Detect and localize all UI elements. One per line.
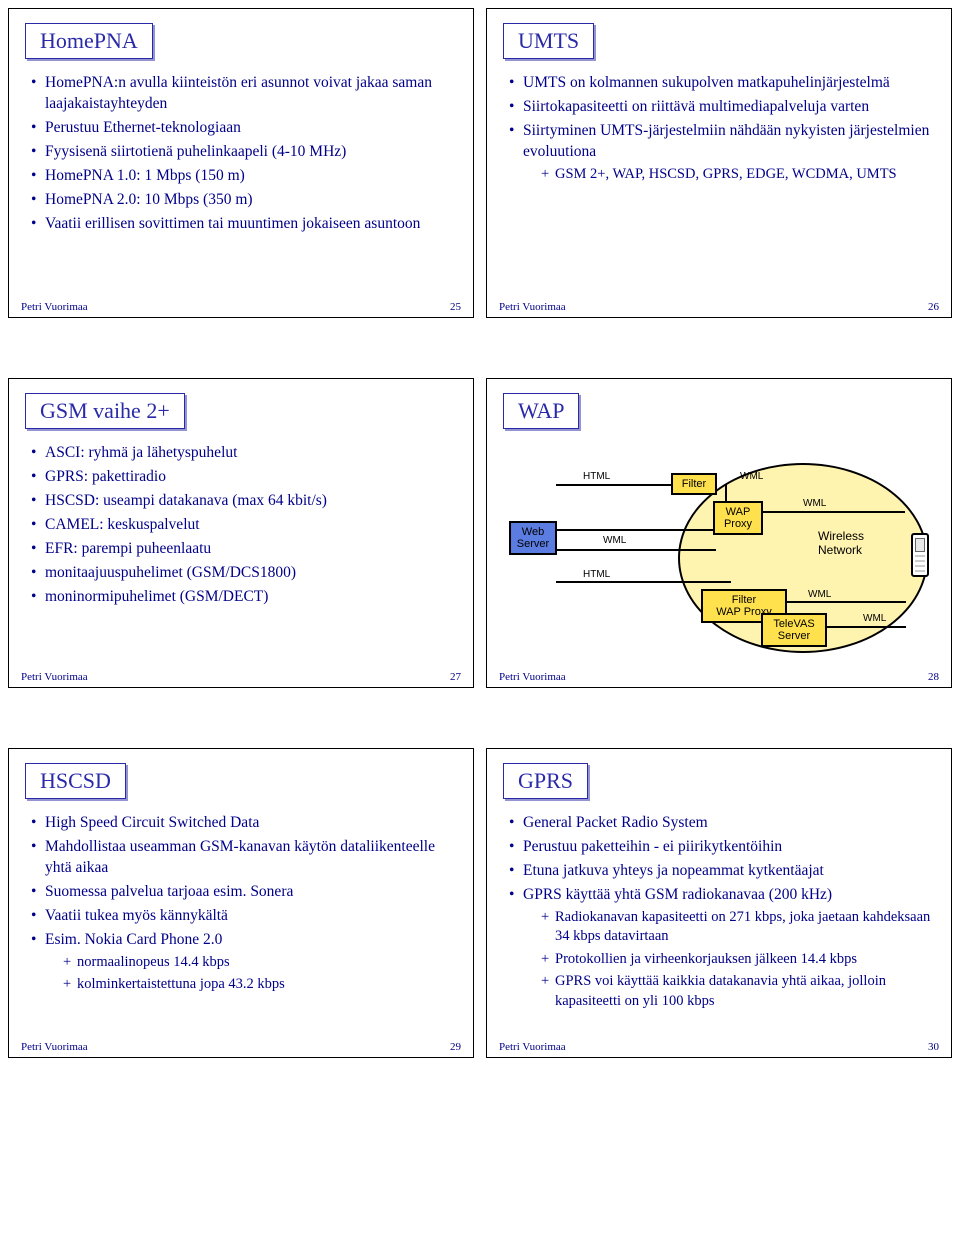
bullet-list: General Packet Radio System Perustuu pak…	[503, 813, 935, 1012]
footer-author: Petri Vuorimaa	[499, 671, 566, 683]
wap-diagram: WirelessNetwork WebServer Filter WAPProx…	[503, 451, 933, 661]
bullet-item: HomePNA 2.0: 10 Mbps (350 m)	[31, 190, 457, 211]
footer-page: 27	[450, 671, 461, 683]
slide-footer: Petri Vuorimaa 28	[499, 671, 939, 683]
wireless-network-label: WirelessNetwork	[818, 529, 864, 557]
bullet-text: Siirtyminen UMTS-järjestelmiin nähdään n…	[523, 122, 929, 160]
slide-gsm2plus: GSM vaihe 2+ ASCI: ryhmä ja lähetyspuhel…	[8, 378, 474, 688]
line	[760, 511, 905, 513]
bullet-item: HomePNA:n avulla kiinteistön eri asunnot…	[31, 73, 457, 115]
bullet-text: GPRS käyttää yhtä GSM radiokanavaa (200 …	[523, 886, 832, 903]
footer-author: Petri Vuorimaa	[499, 301, 566, 313]
sub-item: GPRS voi käyttää kaikkia datakanavia yht…	[541, 972, 935, 1011]
wap-proxy-box: WAPProxy	[713, 501, 763, 535]
wml-label: WML	[603, 535, 626, 546]
filter-box: Filter	[671, 473, 717, 495]
slide-title: GPRS	[503, 763, 588, 799]
slide-title: UMTS	[503, 23, 594, 59]
slide-title: HSCSD	[25, 763, 126, 799]
sub-list: normaalinopeus 14.4 kbps kolminkertaiste…	[45, 953, 457, 995]
footer-author: Petri Vuorimaa	[21, 1041, 88, 1053]
sub-item: Protokollien ja virheenkorjauksen jälkee…	[541, 950, 935, 970]
bullet-item: monitaajuuspuhelimet (GSM/DCS1800)	[31, 563, 457, 584]
phone-icon	[911, 533, 929, 577]
footer-author: Petri Vuorimaa	[499, 1041, 566, 1053]
bullet-item: GPRS: pakettiradio	[31, 467, 457, 488]
bullet-item: Siirtokapasiteetti on riittävä multimedi…	[509, 97, 935, 118]
slide-wap: WAP WirelessNetwork WebServer Filter WAP…	[486, 378, 952, 688]
bullet-item: Mahdollistaa useamman GSM-kanavan käytön…	[31, 837, 457, 879]
televas-box: TeleVASServer	[761, 613, 827, 647]
slide-hscsd: HSCSD High Speed Circuit Switched Data M…	[8, 748, 474, 1058]
sub-item: kolminkertaistettuna jopa 43.2 kbps	[63, 975, 457, 995]
bullet-item: Etuna jatkuva yhteys ja nopeammat kytken…	[509, 861, 935, 882]
html-label: HTML	[583, 569, 610, 580]
bullet-item: Fyysisenä siirtotienä puhelinkaapeli (4-…	[31, 142, 457, 163]
wml-label: WML	[863, 613, 886, 624]
sub-item: normaalinopeus 14.4 kbps	[63, 953, 457, 973]
slide-footer: Petri Vuorimaa 29	[21, 1041, 461, 1053]
bullet-list: HomePNA:n avulla kiinteistön eri asunnot…	[25, 73, 457, 234]
sub-list: GSM 2+, WAP, HSCSD, GPRS, EDGE, WCDMA, U…	[523, 165, 935, 185]
bullet-item: GPRS käyttää yhtä GSM radiokanavaa (200 …	[509, 885, 935, 1012]
slide-grid: HomePNA HomePNA:n avulla kiinteistön eri…	[8, 8, 952, 1058]
bullet-text: Esim. Nokia Card Phone 2.0	[45, 931, 222, 948]
bullet-item: Perustuu Ethernet-teknologiaan	[31, 118, 457, 139]
bullet-item: General Packet Radio System	[509, 813, 935, 834]
footer-page: 25	[450, 301, 461, 313]
bullet-item: Perustuu paketteihin - ei piirikytkentöi…	[509, 837, 935, 858]
bullet-item: UMTS on kolmannen sukupolven matkapuheli…	[509, 73, 935, 94]
bullet-item: Siirtyminen UMTS-järjestelmiin nähdään n…	[509, 121, 935, 184]
bullet-item: Vaatii erillisen sovittimen tai muuntime…	[31, 214, 457, 235]
footer-author: Petri Vuorimaa	[21, 671, 88, 683]
line	[786, 601, 906, 603]
footer-page: 29	[450, 1041, 461, 1053]
sub-list: Radiokanavan kapasiteetti on 271 kbps, j…	[523, 908, 935, 1012]
bullet-list: UMTS on kolmannen sukupolven matkapuheli…	[503, 73, 935, 184]
html-label: HTML	[583, 471, 610, 482]
bullet-item: High Speed Circuit Switched Data	[31, 813, 457, 834]
slide-homepna: HomePNA HomePNA:n avulla kiinteistön eri…	[8, 8, 474, 318]
wml-label: WML	[803, 498, 826, 509]
bullet-item: CAMEL: keskuspalvelut	[31, 515, 457, 536]
footer-page: 26	[928, 301, 939, 313]
wml-label: WML	[808, 589, 831, 600]
line	[556, 581, 731, 583]
slide-title: GSM vaihe 2+	[25, 393, 185, 429]
bullet-item: moninormipuhelimet (GSM/DECT)	[31, 587, 457, 608]
footer-page: 30	[928, 1041, 939, 1053]
slide-footer: Petri Vuorimaa 30	[499, 1041, 939, 1053]
slide-footer: Petri Vuorimaa 26	[499, 301, 939, 313]
sub-item: Radiokanavan kapasiteetti on 271 kbps, j…	[541, 908, 935, 947]
slide-title: HomePNA	[25, 23, 153, 59]
footer-author: Petri Vuorimaa	[21, 301, 88, 313]
bullet-item: Suomessa palvelua tarjoaa esim. Sonera	[31, 882, 457, 903]
bullet-list: ASCI: ryhmä ja lähetyspuhelut GPRS: pake…	[25, 443, 457, 607]
slide-footer: Petri Vuorimaa 27	[21, 671, 461, 683]
sub-item: GSM 2+, WAP, HSCSD, GPRS, EDGE, WCDMA, U…	[541, 165, 935, 185]
wml-label: WML	[740, 471, 763, 482]
line	[556, 529, 716, 531]
bullet-item: HomePNA 1.0: 1 Mbps (150 m)	[31, 166, 457, 187]
bullet-list: High Speed Circuit Switched Data Mahdoll…	[25, 813, 457, 995]
slide-footer: Petri Vuorimaa 25	[21, 301, 461, 313]
slide-umts: UMTS UMTS on kolmannen sukupolven matkap…	[486, 8, 952, 318]
line	[556, 549, 716, 551]
bullet-item: ASCI: ryhmä ja lähetyspuhelut	[31, 443, 457, 464]
bullet-item: Vaatii tukea myös kännykältä	[31, 906, 457, 927]
slide-gprs: GPRS General Packet Radio System Perustu…	[486, 748, 952, 1058]
slide-title: WAP	[503, 393, 579, 429]
bullet-item: HSCSD: useampi datakanava (max 64 kbit/s…	[31, 491, 457, 512]
bullet-item: EFR: parempi puheenlaatu	[31, 539, 457, 560]
footer-page: 28	[928, 671, 939, 683]
web-server-box: WebServer	[509, 521, 557, 555]
bullet-item: Esim. Nokia Card Phone 2.0 normaalinopeu…	[31, 930, 457, 995]
